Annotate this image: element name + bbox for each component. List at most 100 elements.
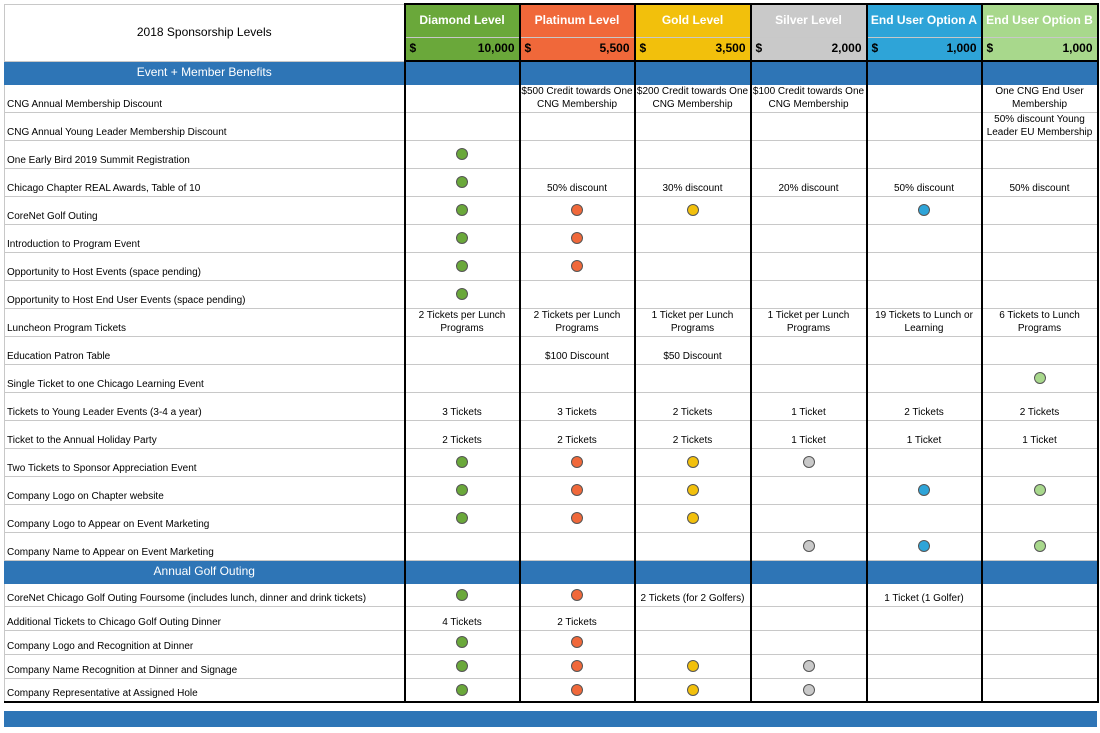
benefit-cell-diamond bbox=[403, 223, 521, 253]
benefit-cell-silver bbox=[749, 630, 868, 655]
included-dot-icon bbox=[686, 511, 699, 524]
benefit-label: CoreNet Golf Outing bbox=[4, 195, 405, 225]
table-row: Company Name Recognition at Dinner and S… bbox=[4, 653, 1099, 679]
section-cell-option-a bbox=[865, 60, 983, 85]
level-name-option-a: End User Option A bbox=[865, 3, 983, 38]
price-amount: 1,000 bbox=[1062, 41, 1093, 56]
benefit-cell-platinum: 2 Tickets bbox=[518, 419, 636, 449]
included-dot-icon bbox=[456, 636, 468, 649]
currency-symbol: $ bbox=[524, 41, 532, 56]
benefit-cell-platinum: $500 Credit towards One CNG Membership bbox=[518, 83, 636, 113]
benefit-cell-silver bbox=[749, 195, 868, 225]
table-row: Opportunity to Host Events (space pendin… bbox=[4, 251, 1099, 281]
benefit-cell-silver: $100 Credit towards One CNG Membership bbox=[749, 83, 868, 113]
benefit-label: Company Representative at Assigned Hole bbox=[4, 677, 405, 703]
benefit-cell-option-a bbox=[865, 503, 983, 533]
table-row: Luncheon Program Tickets 2 Tickets per Lu… bbox=[4, 307, 1099, 337]
benefit-cell-silver bbox=[749, 677, 868, 703]
benefit-cell-option-b bbox=[980, 251, 1099, 281]
section-cell-gold bbox=[633, 559, 752, 584]
table-row: CoreNet Chicago Golf Outing Foursome (in… bbox=[4, 582, 1099, 608]
benefit-cell-platinum bbox=[518, 677, 636, 703]
benefit-cell-platinum bbox=[518, 447, 636, 477]
benefit-cell-gold bbox=[633, 503, 752, 533]
benefit-cell-gold bbox=[633, 677, 752, 703]
benefit-cell-gold bbox=[633, 195, 752, 225]
benefit-cell-silver bbox=[749, 606, 868, 632]
included-dot-icon bbox=[456, 259, 468, 272]
benefit-cell-option-a bbox=[865, 195, 983, 225]
benefit-cell-option-a bbox=[865, 606, 983, 632]
section-header-row: Event + Member Benefits bbox=[4, 60, 1099, 85]
included-dot-icon bbox=[1033, 371, 1046, 384]
included-dot-icon bbox=[571, 483, 583, 496]
included-dot-icon bbox=[571, 588, 583, 601]
benefit-label: Company Logo and Recognition at Dinner bbox=[4, 630, 405, 655]
benefit-cell-option-a bbox=[865, 111, 983, 141]
table-row: CNG Annual Membership Discount $500 Credi… bbox=[4, 83, 1099, 113]
benefit-cell-silver bbox=[749, 139, 868, 169]
price-amount: 10,000 bbox=[477, 41, 515, 56]
level-name-platinum: Platinum Level bbox=[518, 3, 636, 38]
benefit-cell-silver: 1 Ticket bbox=[749, 419, 868, 449]
table-row: One Early Bird 2019 Summit Registration bbox=[4, 139, 1099, 169]
currency-symbol: $ bbox=[986, 41, 994, 56]
benefit-cell-diamond bbox=[403, 195, 521, 225]
included-dot-icon bbox=[918, 483, 930, 496]
benefit-cell-option-b: 50% discount bbox=[980, 167, 1099, 197]
benefit-cell-diamond bbox=[403, 335, 521, 365]
benefit-cell-option-b bbox=[980, 630, 1099, 655]
benefit-cell-option-b bbox=[980, 139, 1099, 169]
benefit-cell-diamond bbox=[403, 363, 521, 393]
included-dot-icon bbox=[571, 660, 583, 673]
benefit-cell-diamond: 4 Tickets bbox=[403, 606, 521, 632]
benefit-label: CNG Annual Young Leader Membership Disco… bbox=[4, 111, 405, 141]
included-dot-icon bbox=[456, 511, 468, 524]
benefit-cell-gold: 2 Tickets bbox=[633, 391, 752, 421]
benefit-cell-option-b bbox=[980, 582, 1099, 608]
included-dot-icon bbox=[1033, 483, 1046, 496]
benefit-cell-option-b bbox=[980, 677, 1099, 703]
currency-symbol: $ bbox=[639, 41, 647, 56]
included-dot-icon bbox=[686, 203, 699, 216]
benefit-cell-silver bbox=[749, 335, 868, 365]
level-name-diamond: Diamond Level bbox=[403, 3, 521, 38]
currency-symbol: $ bbox=[409, 41, 417, 56]
benefit-cell-platinum bbox=[518, 653, 636, 679]
benefit-label: Opportunity to Host Events (space pendin… bbox=[4, 251, 405, 281]
benefit-cell-platinum: 2 Tickets per Lunch Programs bbox=[518, 307, 636, 337]
table-row: Company Representative at Assigned Hole bbox=[4, 677, 1099, 703]
table-row: CoreNet Golf Outing bbox=[4, 195, 1099, 225]
benefit-label: Ticket to the Annual Holiday Party bbox=[4, 419, 405, 449]
included-dot-icon bbox=[918, 539, 930, 552]
benefit-cell-platinum bbox=[518, 223, 636, 253]
benefit-cell-platinum bbox=[518, 475, 636, 505]
benefit-cell-option-b bbox=[980, 279, 1099, 309]
benefit-label: Company Logo to Appear on Event Marketin… bbox=[4, 503, 405, 533]
benefit-cell-option-b bbox=[980, 223, 1099, 253]
benefit-cell-gold bbox=[633, 475, 752, 505]
benefit-cell-gold bbox=[633, 251, 752, 281]
included-dot-icon bbox=[686, 455, 699, 468]
benefit-cell-silver bbox=[749, 447, 868, 477]
table-row: Ticket to the Annual Holiday Party 2 Tick… bbox=[4, 419, 1099, 449]
benefit-cell-gold: 2 Tickets (for 2 Golfers) bbox=[633, 582, 752, 608]
price-amount: 2,000 bbox=[831, 41, 862, 56]
level-price-gold: $3,500 bbox=[633, 36, 752, 62]
benefit-label: Company Logo on Chapter website bbox=[4, 475, 405, 505]
included-dot-icon bbox=[456, 203, 468, 216]
section-title: Annual Golf Outing bbox=[4, 559, 405, 584]
included-dot-icon bbox=[571, 636, 583, 649]
included-dot-icon bbox=[802, 660, 815, 673]
benefit-cell-diamond bbox=[403, 251, 521, 281]
level-price-platinum: $5,500 bbox=[518, 36, 636, 62]
benefit-cell-platinum: $100 Discount bbox=[518, 335, 636, 365]
benefit-cell-platinum bbox=[518, 531, 636, 561]
benefit-cell-option-a: 1 Ticket (1 Golfer) bbox=[865, 582, 983, 608]
benefit-cell-option-a bbox=[865, 279, 983, 309]
benefit-cell-silver bbox=[749, 363, 868, 393]
table-body: Event + Member Benefits CNG Annual Member… bbox=[4, 60, 1099, 703]
benefit-cell-option-a bbox=[865, 475, 983, 505]
table-row: Single Ticket to one Chicago Learning Ev… bbox=[4, 363, 1099, 393]
benefit-cell-option-b: 50% discount Young Leader EU Membership bbox=[980, 111, 1099, 141]
